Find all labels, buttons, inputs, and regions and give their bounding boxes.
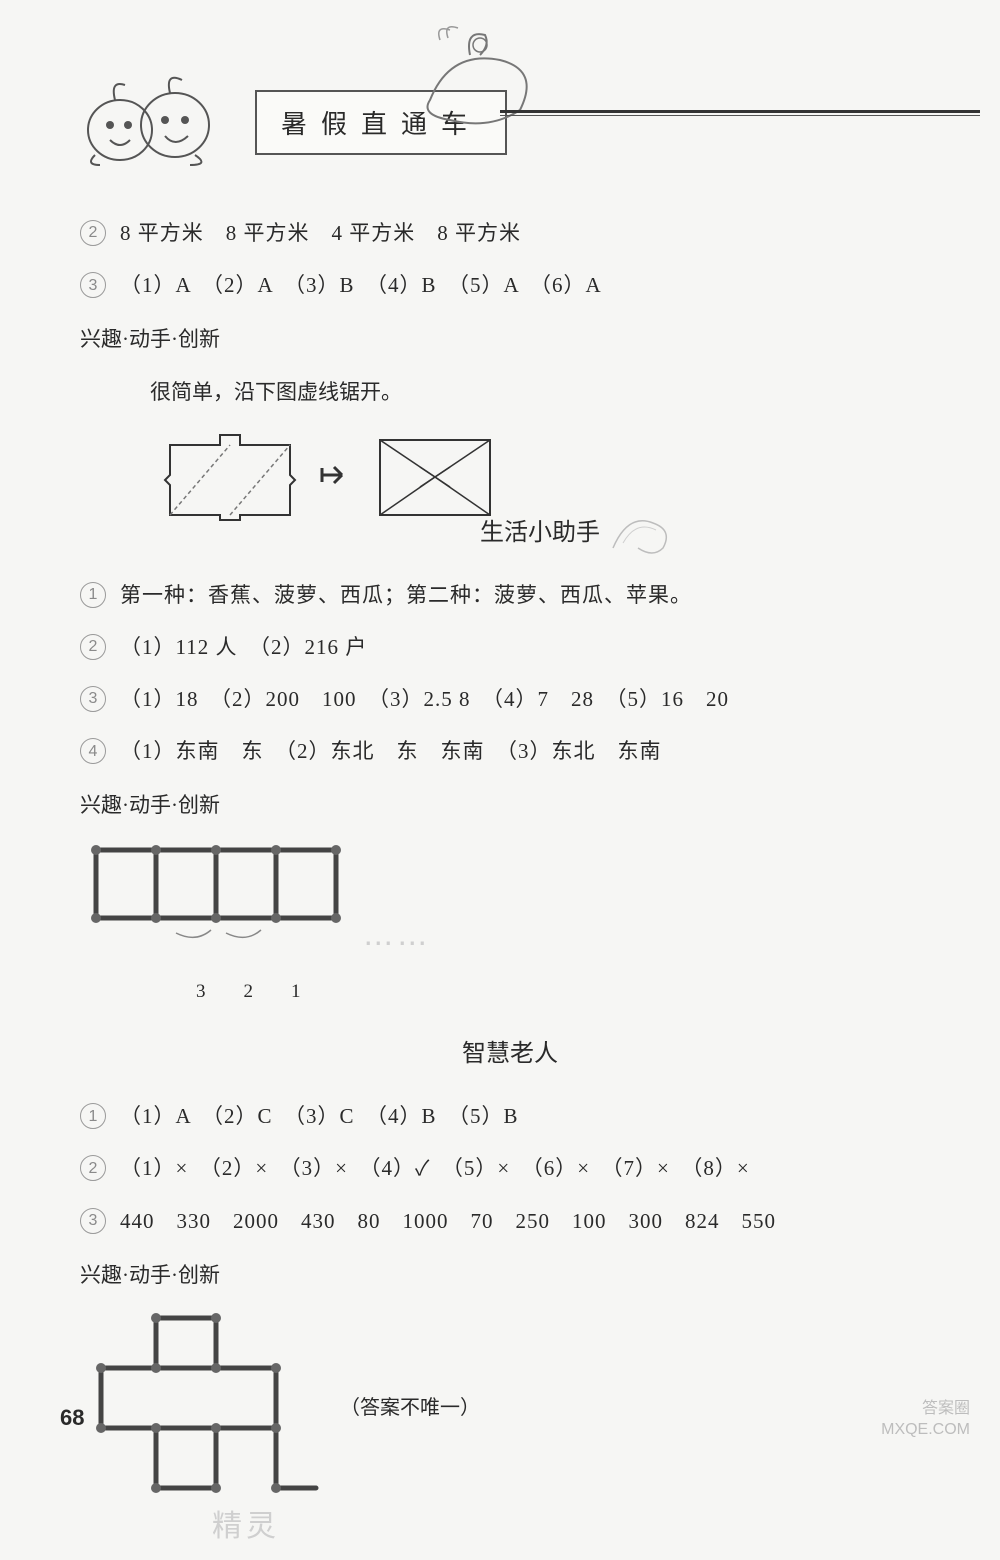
answer-row-1c: 1 （1）A （2）C （3）C （4）B （5）B [80, 1093, 940, 1139]
answer-row-4b: 4 （1）东南 东 （2）东北 东 东南 （3）东北 东南 [80, 728, 940, 774]
answer-row-3: 3 （1）A （2）A （3）B （4）B （5）A （6）A [80, 262, 940, 308]
answer-row-2c: 2 （1）× （2）× （3）× （4）✓ （5）× （6）× （7）× （8）… [80, 1145, 940, 1191]
watermark-line2: MXQE.COM [881, 1420, 970, 1441]
shape-before-icon [160, 425, 300, 525]
answer-text: （1）18 （2）200 100 （3）2.5 8 （4）7 28 （5）16 … [120, 676, 729, 722]
bullet-4-icon: 4 [80, 738, 106, 764]
swirl-icon [608, 508, 678, 558]
section-heading: 兴趣·动手·创新 [80, 782, 940, 828]
dolphin-icon [410, 20, 550, 140]
answer-text: 8 平方米 8 平方米 4 平方米 8 平方米 [120, 210, 521, 256]
answer-row-2: 2 8 平方米 8 平方米 4 平方米 8 平方米 [80, 210, 940, 256]
wise-heading: 智慧老人 [80, 1028, 940, 1081]
content-area: 2 8 平方米 8 平方米 4 平方米 8 平方米 3 （1）A （2）A （3… [80, 210, 940, 1560]
faded-stamp: 精灵 [212, 1494, 280, 1560]
answer-text: 440 330 2000 430 80 1000 70 250 100 300 … [120, 1198, 776, 1244]
helper-heading: 生活小助手 [480, 507, 940, 560]
page-number: 68 [60, 1405, 84, 1431]
faded-stamp: ⋯⋯ [363, 911, 431, 977]
matchstick-cross-icon [86, 1308, 326, 1508]
section-heading: 兴趣·动手·创新 [80, 1252, 940, 1298]
matchstick-diagram-1: ⋯⋯ 3 2 1 [86, 838, 940, 1012]
matchstick-diagram-2: （答案不唯一） [86, 1308, 940, 1508]
header-rule [500, 110, 980, 116]
bullet-2-icon: 2 [80, 634, 106, 660]
answer-row-3b: 3 （1）18 （2）200 100 （3）2.5 8 （4）7 28 （5）1… [80, 676, 940, 722]
answer-text: （1）东南 东 （2）东北 东 东南 （3）东北 东南 [120, 728, 662, 774]
answer-text: （1）112 人 （2）216 户 [120, 624, 367, 670]
bullet-3-icon: 3 [80, 686, 106, 712]
bullet-3-icon: 3 [80, 1208, 106, 1234]
answer-text: （1）× （2）× （3）× （4）✓ （5）× （6）× （7）× （8）× [120, 1145, 750, 1191]
page-header: 暑假直通车 [80, 30, 940, 180]
note-text: （答案不唯一） [340, 1386, 480, 1430]
arrow-right-icon [320, 460, 350, 490]
mascot-fruit-icon [70, 60, 230, 170]
label-321: 3 2 1 [196, 971, 940, 1013]
answer-text: 第一种：香蕉、菠萝、西瓜；第二种：菠萝、西瓜、苹果。 [120, 572, 692, 618]
matchstick-squares-icon [86, 838, 346, 948]
helper-text: 生活小助手 [480, 507, 600, 560]
watermark: 答案圈 MXQE.COM [881, 1399, 970, 1441]
answer-text: （1）A （2）A （3）B （4）B （5）A （6）A [120, 262, 602, 308]
answer-text: （1）A （2）C （3）C （4）B （5）B [120, 1093, 519, 1139]
answer-row-2b: 2 （1）112 人 （2）216 户 [80, 624, 940, 670]
bullet-2-icon: 2 [80, 1155, 106, 1181]
bullet-1-icon: 1 [80, 1103, 106, 1129]
answer-row-1b: 1 第一种：香蕉、菠萝、西瓜；第二种：菠萝、西瓜、苹果。 [80, 572, 940, 618]
bullet-2-icon: 2 [80, 220, 106, 246]
section-heading: 兴趣·动手·创新 [80, 316, 940, 362]
intro-text: 很简单，沿下图虚线锯开。 [150, 369, 940, 415]
watermark-line1: 答案圈 [881, 1399, 970, 1420]
answer-row-3c: 3 440 330 2000 430 80 1000 70 250 100 30… [80, 1198, 940, 1244]
bullet-1-icon: 1 [80, 582, 106, 608]
bullet-3-icon: 3 [80, 272, 106, 298]
